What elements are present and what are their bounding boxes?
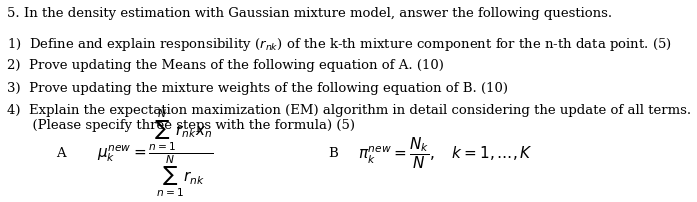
Text: A: A	[56, 146, 66, 159]
Text: 5. In the density estimation with Gaussian mixture model, answer the following q: 5. In the density estimation with Gaussi…	[7, 7, 612, 20]
Text: $\pi_k^{new} = \dfrac{N_k}{N},\quad k=1,\ldots,K$: $\pi_k^{new} = \dfrac{N_k}{N},\quad k=1,…	[358, 135, 533, 170]
Text: 3)  Prove updating the mixture weights of the following equation of B. (10): 3) Prove updating the mixture weights of…	[7, 81, 508, 94]
Text: 1)  Define and explain responsibility ($r_{nk}$) of the k-th mixture component f: 1) Define and explain responsibility ($r…	[7, 36, 672, 53]
Text: 2)  Prove updating the Means of the following equation of A. (10): 2) Prove updating the Means of the follo…	[7, 59, 444, 72]
Text: B: B	[328, 146, 338, 159]
Text: $\mu_k^{new} = \dfrac{\sum_{n=1}^{N} r_{nk} x_n}{\sum_{n=1}^{N} r_{nk}}$: $\mu_k^{new} = \dfrac{\sum_{n=1}^{N} r_{…	[97, 107, 213, 198]
Text: 4)  Explain the expectation maximization (EM) algorithm in detail considering th: 4) Explain the expectation maximization …	[7, 104, 691, 132]
